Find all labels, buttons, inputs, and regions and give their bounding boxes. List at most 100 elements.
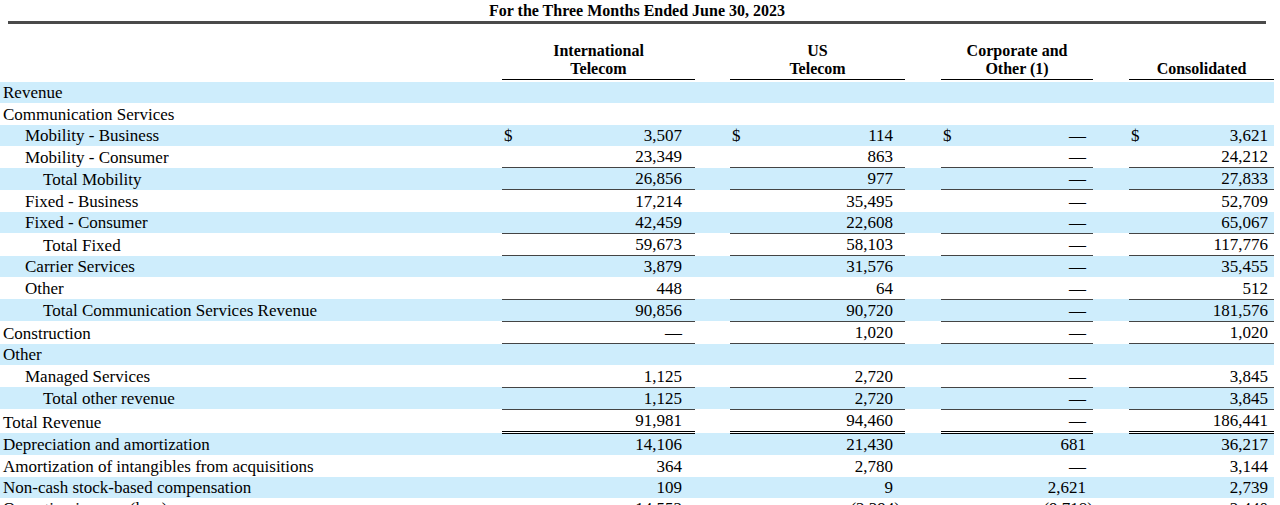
row-label: Amortization of intangibles from acquisi…: [0, 455, 502, 476]
table-row: Operating income (loss)14,552(2,394)(9,7…: [0, 498, 1274, 505]
dollar-sign-cell: [941, 233, 961, 255]
column-gap: [905, 387, 941, 409]
value-cell: 42,459: [522, 212, 695, 234]
dollar-sign-cell: [730, 168, 750, 190]
dollar-sign-cell: [941, 455, 961, 476]
dollar-sign-cell: [502, 212, 522, 234]
table-row: Amortization of intangibles from acquisi…: [0, 455, 1274, 476]
table-row: Total Fixed59,67358,103—117,776: [0, 233, 1274, 255]
column-gap: [1093, 233, 1129, 255]
dollar-sign-cell: [502, 477, 522, 498]
value-cell: 22,608: [750, 212, 905, 234]
row-label: Total Mobility: [0, 168, 502, 190]
row-label: Mobility - Consumer: [0, 146, 502, 168]
table-row: Communication Services: [0, 103, 1274, 124]
column-gap: [695, 498, 730, 505]
value-cell: [522, 103, 695, 124]
value-cell: 2,621: [961, 477, 1093, 498]
value-cell: —: [522, 321, 695, 343]
column-gap: [905, 24, 941, 82]
dollar-sign-cell: [941, 477, 961, 498]
value-cell: —: [961, 233, 1093, 255]
dollar-sign-cell: [730, 233, 750, 255]
table-row: Total Communication Services Revenue90,8…: [0, 299, 1274, 321]
column-gap: [695, 212, 730, 234]
column-gap: [695, 477, 730, 498]
column-gap: [1093, 455, 1129, 476]
value-cell: [961, 344, 1093, 366]
dollar-sign-cell: [941, 344, 961, 366]
value-cell: 14,552: [522, 498, 695, 505]
dollar-sign-cell: [502, 82, 522, 103]
dollar-sign-cell: [730, 387, 750, 409]
column-gap: [695, 24, 730, 82]
value-cell: —: [961, 409, 1093, 432]
table-row: Managed Services1,1252,720—3,845: [0, 365, 1274, 387]
dollar-sign-cell: [502, 103, 522, 124]
column-gap: [1093, 190, 1129, 212]
dollar-sign-cell: [1129, 233, 1149, 255]
value-cell: 26,856: [522, 168, 695, 190]
value-cell: —: [961, 277, 1093, 299]
dollar-sign-cell: [730, 433, 750, 456]
column-gap: [695, 190, 730, 212]
column-gap: [695, 409, 730, 432]
row-label: Total Revenue: [0, 409, 502, 432]
table-row: Other44864—512: [0, 277, 1274, 299]
value-cell: —: [961, 168, 1093, 190]
value-cell: 59,673: [522, 233, 695, 255]
value-cell: 681: [961, 433, 1093, 456]
column-gap: [905, 146, 941, 168]
dollar-sign-cell: [1129, 455, 1149, 476]
value-cell: —: [961, 212, 1093, 234]
column-gap: [905, 433, 941, 456]
row-label: Communication Services: [0, 103, 502, 124]
column-gap: [695, 103, 730, 124]
segment-revenue-table: International Telecom US Telecom Corpora…: [0, 24, 1274, 505]
dollar-sign-cell: [941, 498, 961, 505]
dollar-sign-cell: [1129, 299, 1149, 321]
table-row: Total other revenue1,1252,720—3,845: [0, 387, 1274, 409]
row-label: Depreciation and amortization: [0, 433, 502, 456]
value-cell: [1149, 82, 1274, 103]
dollar-sign-cell: [1129, 477, 1149, 498]
column-gap: [695, 321, 730, 343]
value-cell: 24,212: [1149, 146, 1274, 168]
row-label: Carrier Services: [0, 256, 502, 278]
value-cell: 90,856: [522, 299, 695, 321]
column-gap: [695, 256, 730, 278]
value-cell: 3,144: [1149, 455, 1274, 476]
value-cell: [961, 103, 1093, 124]
dollar-sign-cell: [941, 146, 961, 168]
value-cell: 2,440: [1149, 498, 1274, 505]
header-line: Consolidated: [1129, 60, 1274, 78]
column-gap: [905, 344, 941, 366]
table-row: Total Mobility26,856977—27,833: [0, 168, 1274, 190]
column-gap: [695, 365, 730, 387]
table-row: Non-cash stock-based compensation10992,6…: [0, 477, 1274, 498]
dollar-sign-cell: [730, 498, 750, 505]
column-gap: [905, 477, 941, 498]
value-cell: 364: [522, 455, 695, 476]
column-gap: [905, 277, 941, 299]
value-cell: 64: [750, 277, 905, 299]
dollar-sign-cell: [941, 103, 961, 124]
dollar-sign-cell: [941, 82, 961, 103]
value-cell: 21,430: [750, 433, 905, 456]
dollar-sign-cell: [941, 299, 961, 321]
dollar-sign-cell: [502, 277, 522, 299]
dollar-sign-cell: [502, 321, 522, 343]
dollar-sign-cell: [502, 498, 522, 505]
dollar-sign-cell: [1129, 212, 1149, 234]
row-label: Other: [0, 344, 502, 366]
dollar-sign-cell: [941, 409, 961, 432]
value-cell: —: [961, 455, 1093, 476]
column-gap: [1093, 103, 1129, 124]
column-gap: [1093, 387, 1129, 409]
value-cell: 65,067: [1149, 212, 1274, 234]
table-row: Total Revenue91,98194,460—186,441: [0, 409, 1274, 432]
value-cell: 90,720: [750, 299, 905, 321]
column-gap: [695, 433, 730, 456]
column-gap: [905, 125, 941, 146]
dollar-sign-cell: [730, 82, 750, 103]
